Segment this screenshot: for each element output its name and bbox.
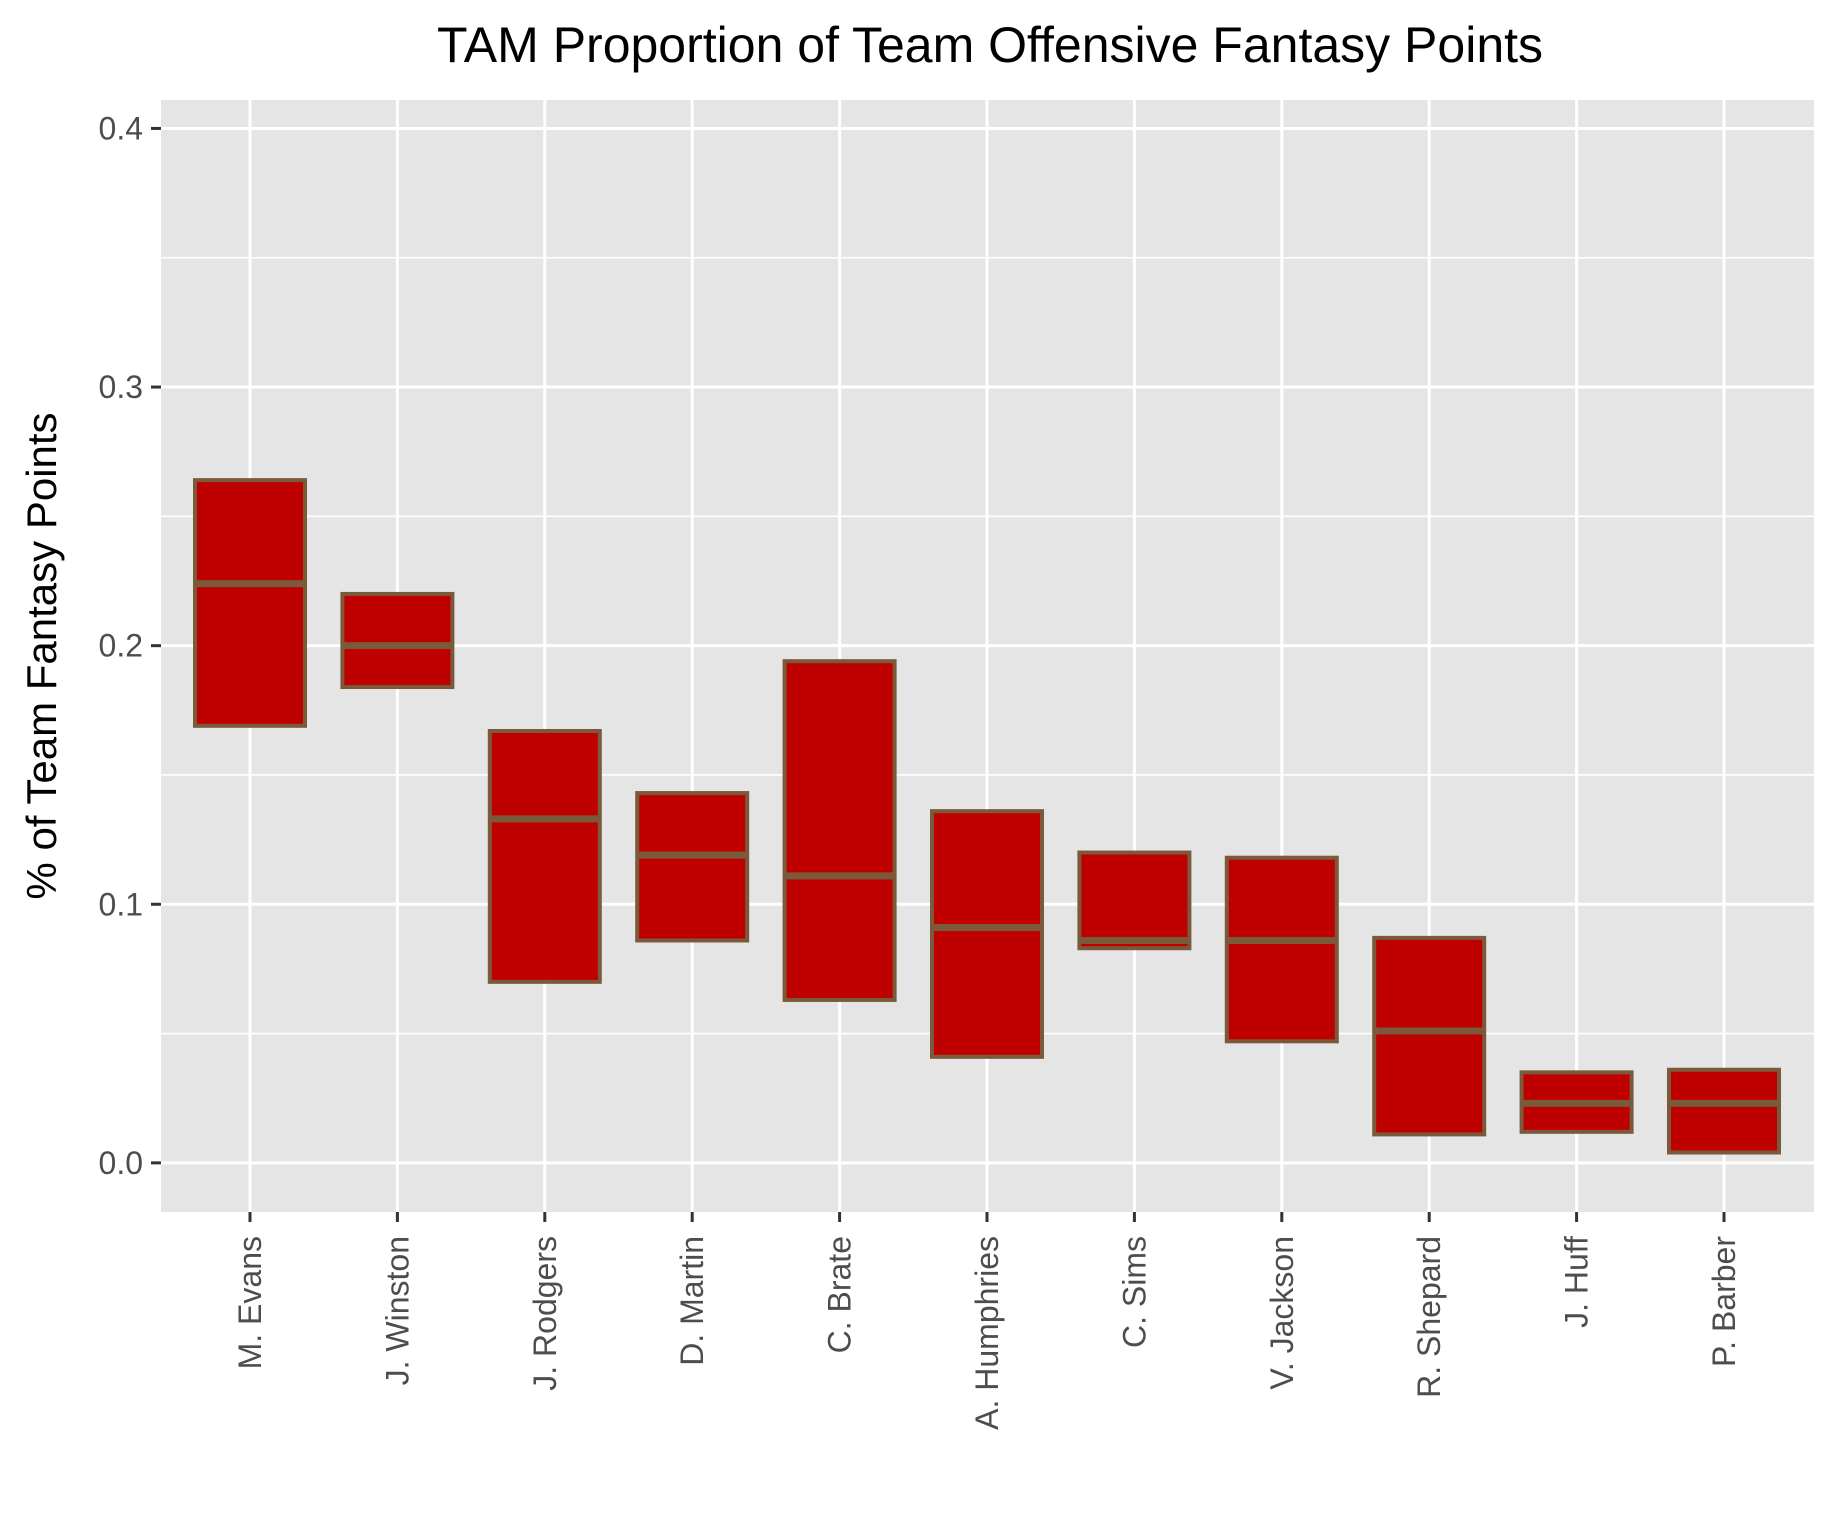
box-c-brate <box>782 659 897 1002</box>
box-v-jackson <box>1224 855 1339 1044</box>
box-r-shepard <box>1372 935 1487 1137</box>
box-j-rodgers <box>487 728 602 984</box>
y-tick-label: 0.3 <box>99 369 143 405</box>
x-tick-label: C. Sims <box>1116 1236 1152 1348</box>
x-axis: M. Evans J. Winston J. Rodgers D. Martin C. … <box>232 1212 1742 1430</box>
y-tick-label: 0.0 <box>99 1145 143 1181</box>
y-axis-title: % of Team Fantasy Points <box>18 412 65 899</box>
y-axis: 0.0 0.1 0.2 0.3 0.4 <box>99 110 161 1181</box>
x-tick-label: R. Shepard <box>1411 1236 1447 1398</box>
chart-title: TAM Proportion of Team Offensive Fantasy… <box>437 17 1543 73</box>
x-tick-label: P. Barber <box>1706 1236 1742 1367</box>
box-m-evans <box>193 478 307 728</box>
x-tick-label: J. Winston <box>379 1236 415 1385</box>
x-tick-label: M. Evans <box>232 1236 268 1369</box>
box-c-sims <box>1077 850 1192 951</box>
box-p-barber <box>1667 1067 1781 1155</box>
x-tick-label: D. Martin <box>674 1236 710 1366</box>
y-tick-label: 0.1 <box>99 886 143 922</box>
y-tick-label: 0.2 <box>99 628 143 664</box>
y-tick-label: 0.4 <box>99 110 143 146</box>
x-tick-label: A. Humphries <box>969 1236 1005 1430</box>
x-tick-label: J. Rodgers <box>527 1236 563 1391</box>
x-tick-label: C. Brate <box>822 1236 858 1353</box>
x-tick-label: J. Huff <box>1559 1236 1595 1328</box>
box-j-winston <box>340 591 455 690</box>
boxes <box>193 478 1781 1155</box>
box-d-martin <box>635 791 750 943</box>
box-a-humphries <box>930 809 1044 1059</box>
x-tick-label: V. Jackson <box>1264 1236 1300 1390</box>
